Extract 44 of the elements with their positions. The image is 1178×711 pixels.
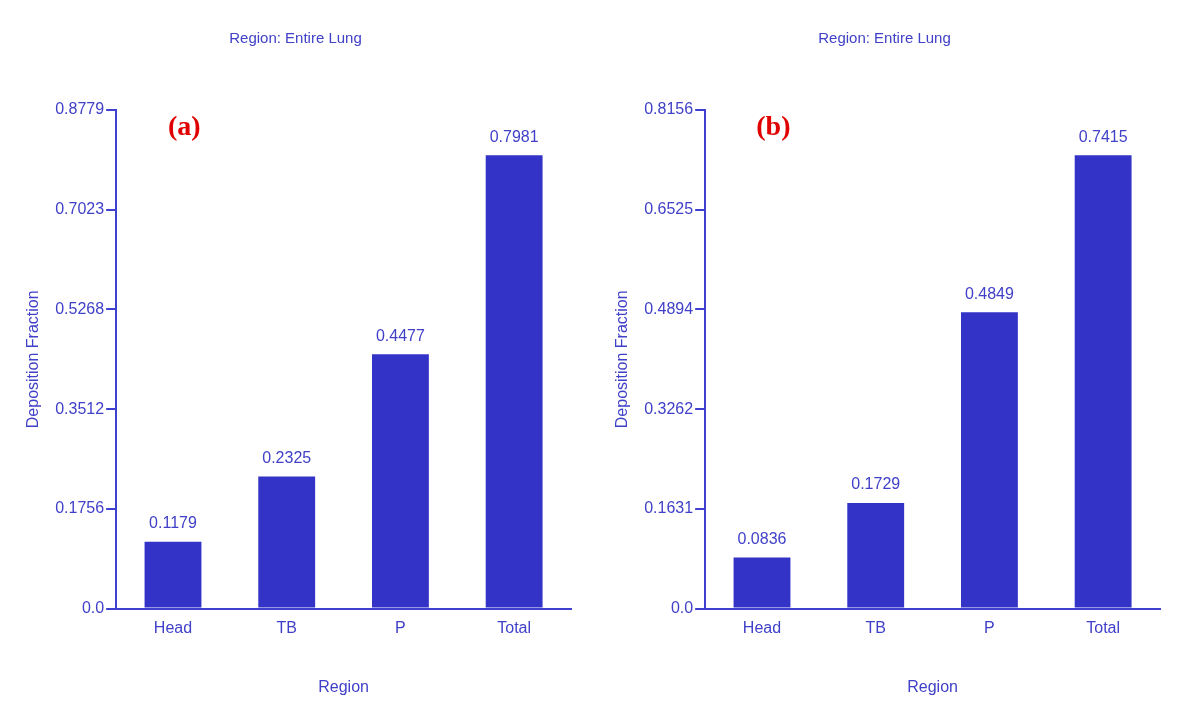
y-tick-label: 0.8779 [55, 100, 105, 118]
x-axis-title: Region [907, 677, 958, 695]
x-tick-label: TB [276, 618, 297, 636]
data-label: 0.7981 [489, 127, 539, 145]
x-tick-label: Total [1086, 618, 1121, 636]
y-tick-label: 0.1631 [644, 499, 694, 517]
bar [258, 476, 316, 608]
data-label: 0.1729 [851, 475, 901, 493]
y-tick-label: 0.0 [670, 599, 694, 617]
data-label: 0.1179 [149, 514, 197, 532]
bar [733, 557, 791, 608]
y-tick-label: 0.0 [81, 599, 105, 617]
x-tick-label: P [395, 618, 406, 636]
y-axis-title: Deposition Fraction [613, 290, 631, 429]
annotation: (a) [168, 110, 201, 142]
data-label: 0.4849 [964, 284, 1014, 302]
x-tick-label: P [984, 618, 995, 636]
y-tick-label: 0.3512 [55, 399, 105, 417]
data-label: 0.0836 [737, 529, 787, 547]
x-axis-title: Region [318, 677, 369, 695]
x-tick-label: TB [865, 618, 886, 636]
data-label: 0.2325 [262, 448, 312, 466]
x-tick-label: Head [742, 618, 782, 636]
bar [961, 312, 1018, 608]
y-tick-label: 0.5268 [55, 299, 105, 317]
y-tick-label: 0.7023 [55, 200, 105, 218]
y-tick-label: 0.4894 [644, 299, 694, 317]
data-label: 0.7415 [1078, 127, 1128, 145]
y-tick-label: 0.3262 [644, 399, 694, 417]
data-label: 0.4477 [375, 326, 425, 344]
annotation: (b) [756, 110, 791, 142]
bar [485, 155, 543, 608]
x-tick-label: Total [497, 618, 532, 636]
chart-title: Region: Entire Lung [229, 29, 362, 47]
x-tick-label: Head [153, 618, 193, 636]
bar [847, 502, 905, 608]
y-tick-label: 0.6525 [644, 200, 694, 218]
bar [372, 354, 429, 608]
y-tick-label: 0.1756 [55, 499, 105, 517]
bar [1074, 155, 1132, 608]
y-tick-label: 0.8156 [644, 100, 694, 118]
bar [144, 541, 202, 608]
chart-title: Region: Entire Lung [818, 29, 951, 47]
y-axis-title: Deposition Fraction [24, 290, 42, 429]
